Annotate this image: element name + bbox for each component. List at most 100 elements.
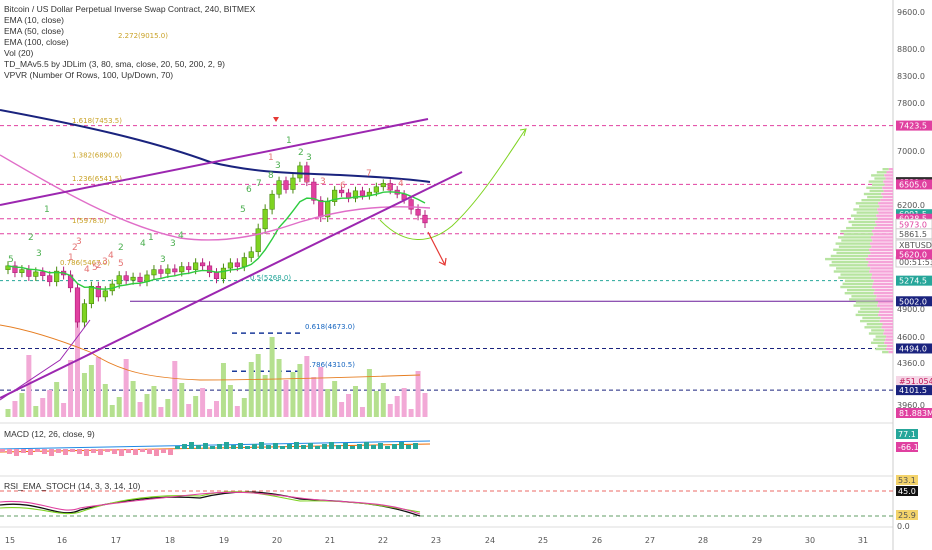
x-tick-label: 20 — [272, 536, 282, 545]
rsi-value-tag — [896, 510, 918, 520]
x-tick-label: 17 — [111, 536, 121, 545]
td-count-red: 3 — [386, 183, 392, 193]
candle-body — [88, 285, 94, 304]
vpvr-up — [842, 282, 873, 286]
td-count-green: 1 — [148, 233, 154, 243]
vpvr-up — [864, 326, 882, 329]
projection-down — [427, 231, 446, 266]
price-tag — [896, 408, 932, 418]
macd-histogram-bar — [259, 442, 264, 449]
price-tag-label: 5861.5 — [899, 230, 927, 239]
vpvr-down — [881, 326, 893, 329]
vpvr-up — [854, 217, 878, 220]
vpvr-down — [884, 183, 893, 186]
y-tick-label: 8300.0 — [897, 72, 925, 81]
price-tag-label: 6505.0 — [899, 180, 927, 189]
vpvr-up — [835, 242, 871, 245]
vpvr-up — [836, 267, 871, 270]
volume-bar — [123, 359, 129, 417]
ema50-line — [0, 154, 431, 241]
y-tick-label: 6200.0 — [897, 201, 925, 210]
projection-arrow — [519, 128, 527, 137]
volume-bar — [276, 359, 282, 417]
y-tick-label: 4360.0 — [897, 359, 925, 368]
legend-td[interactable]: TD_MAv5.5 by JDLim (3, 80, sma, close, 2… — [4, 59, 225, 69]
vpvr-up — [871, 329, 885, 332]
macd-histogram-bar — [98, 449, 103, 455]
legend-ema50[interactable]: EMA (50, close) — [4, 26, 64, 36]
vpvr-down — [869, 248, 893, 251]
legend-volume[interactable]: Vol (20) — [4, 48, 34, 58]
legend-ema10[interactable]: EMA (10, close) — [4, 15, 64, 25]
x-tick-label: 16 — [57, 536, 67, 545]
sell-marker — [273, 117, 279, 122]
vpvr-down — [873, 279, 893, 282]
td-count-green: 3 — [275, 161, 281, 171]
candle-body — [213, 272, 220, 280]
vpvr-down — [870, 242, 893, 245]
volume-bar — [394, 396, 400, 417]
vpvr-down — [873, 233, 893, 236]
vpvr-up — [862, 316, 881, 320]
macd-label[interactable]: MACD (12, 26, close, 9) — [4, 429, 95, 439]
macd-histogram-bar — [112, 449, 117, 454]
candle-body — [387, 183, 393, 191]
td-count-red: 5 — [118, 259, 124, 269]
macd-value-tag — [896, 442, 918, 452]
macd-histogram-bar — [0, 449, 5, 452]
volume-bar — [179, 383, 185, 417]
legend-ema100[interactable]: EMA (100, close) — [4, 37, 69, 47]
price-tag — [896, 179, 932, 190]
price-tag-label: 81.883M — [899, 409, 932, 418]
vpvr-down — [876, 223, 893, 227]
volume-bar — [95, 357, 101, 417]
td-count-red: 3 — [76, 237, 82, 247]
volume-bar — [158, 407, 164, 417]
candle-body — [297, 165, 303, 179]
candle-body — [179, 266, 185, 273]
macd-histogram-bar — [21, 449, 26, 453]
td-count-green: 8 — [268, 171, 274, 181]
vpvr-up — [856, 211, 879, 214]
rsi-label[interactable]: RSI_EMA_STOCH (14, 3, 3, 14, 10) — [4, 481, 141, 491]
price-tag — [896, 343, 932, 354]
candle-body — [26, 269, 32, 277]
axes: 9600.08800.08300.07800.07000.06200.05600… — [5, 8, 925, 545]
legend-vpvr[interactable]: VPVR (Number Of Rows, 100, Up/Down, 70) — [4, 70, 174, 80]
macd-histogram-bar — [175, 446, 180, 449]
price-tag-label: 00:51:53 — [899, 258, 932, 267]
vpvr-down — [870, 236, 893, 239]
volume-bar — [102, 384, 108, 417]
vpvr-up — [846, 226, 875, 230]
vpvr-up — [871, 174, 885, 177]
macd-histogram-bar — [217, 444, 222, 449]
candle-body — [137, 276, 143, 283]
price-tag-label: #51.054M — [899, 377, 932, 386]
x-tick-label: 27 — [645, 536, 655, 545]
rsi-pane — [0, 490, 893, 517]
candle-body — [241, 257, 247, 267]
candle-body — [151, 269, 157, 276]
vpvr-down — [876, 295, 893, 298]
volume-bar — [262, 375, 268, 417]
td-count-green: 1 — [44, 205, 50, 215]
macd-histogram-bar — [84, 449, 89, 456]
x-tick-label: 31 — [858, 536, 868, 545]
vpvr-up — [870, 341, 885, 344]
vpvr-up — [840, 273, 872, 276]
volume-bar — [19, 393, 25, 417]
vpvr-down — [872, 239, 893, 242]
candle-body — [262, 208, 268, 230]
macd-histogram-bar — [35, 449, 40, 452]
candle-body — [165, 268, 171, 274]
td-count-green: 5 — [240, 205, 246, 215]
macd-histogram-bar — [273, 443, 278, 449]
fib-level-label: 2.272(9015.0) — [118, 32, 168, 40]
vpvr-up — [841, 239, 873, 242]
macd-histogram-bar — [350, 446, 355, 449]
candle-body — [227, 262, 234, 269]
macd-histogram-bar — [147, 449, 152, 454]
td-count-green: 2 — [118, 243, 124, 253]
volume-bar — [88, 365, 94, 417]
